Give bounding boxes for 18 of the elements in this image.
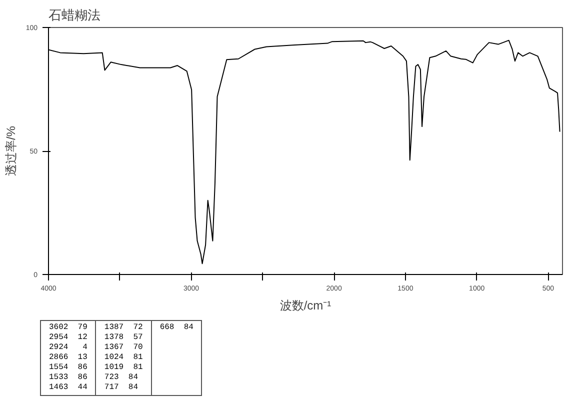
text: 1387 72: [104, 323, 143, 332]
text: 717 84: [104, 383, 138, 392]
text: 3602 79: [49, 323, 88, 332]
text: 2924 4: [49, 343, 88, 352]
y-axis-title: 透过率/%: [4, 126, 18, 176]
text: 2866 13: [49, 353, 88, 362]
text: 668 84: [151, 320, 202, 396]
text: 1554 86: [49, 363, 88, 372]
x-axis-title: 波数/cm⁻¹: [280, 298, 332, 312]
text: 1533 86: [49, 373, 88, 382]
chart-title: 石蜡糊法: [48, 8, 100, 22]
text: 723 84: [104, 373, 138, 382]
text: 2954 12: [49, 333, 88, 342]
text: 1378 57: [104, 333, 143, 342]
text: 1024 81: [104, 353, 143, 362]
text: 1019 81: [104, 363, 143, 372]
text: 1367 70: [104, 343, 143, 352]
text: 1463 44: [49, 383, 88, 392]
